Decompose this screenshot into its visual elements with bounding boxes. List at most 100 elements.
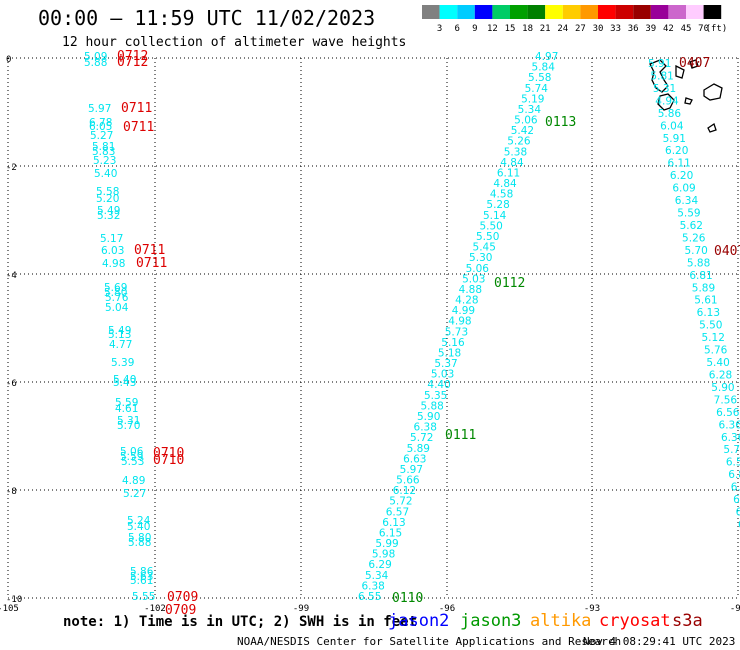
- swh-value: 5.88: [128, 537, 151, 549]
- legend-altika: altika: [530, 611, 591, 631]
- map-gridlines: [7, 57, 739, 599]
- swh-value: 4.89: [122, 475, 145, 487]
- swh-value: 5.83: [92, 146, 115, 158]
- swh-value: 5.31: [117, 415, 140, 427]
- pass-time-label: 0111: [445, 428, 476, 443]
- scale-label: 15: [505, 24, 516, 34]
- swh-value: 5.49: [108, 325, 131, 337]
- swh-value: 5.91: [663, 133, 686, 145]
- pass-time-label: 0110: [392, 591, 423, 606]
- scale-swatch: [510, 5, 528, 19]
- swh-value: 5.45: [473, 242, 496, 254]
- pass-time-label: 0709: [165, 603, 196, 618]
- scale-swatch: [422, 5, 440, 19]
- lat-tick-label: -2: [6, 163, 17, 173]
- scale-swatch: [474, 5, 493, 19]
- swh-value: 6.53: [726, 457, 740, 469]
- swh-value: 6.28: [709, 369, 732, 381]
- scale-label: 24: [557, 24, 568, 34]
- scale-swatch: [650, 5, 669, 19]
- lon-tick-label: -102: [144, 604, 166, 614]
- scale-swatch: [615, 5, 634, 19]
- swh-value: 6.20: [670, 170, 693, 182]
- swh-value: 5.59: [115, 397, 138, 409]
- swh-value: 5.16: [441, 337, 465, 349]
- page-title: 00:00 – 11:59 UTC 11/02/2023: [38, 6, 375, 30]
- footer-timestamp: Nov 4 08:29:41 UTC 2023: [583, 635, 735, 648]
- swh-value: 4.58: [490, 189, 513, 201]
- lon-tick-label: -105: [0, 604, 19, 614]
- swh-value: 5.49: [97, 205, 120, 217]
- swh-value: 4.99: [452, 305, 475, 317]
- legend-cryosat: cryosat: [599, 611, 671, 631]
- pass-time-label: 0711: [123, 120, 154, 135]
- swh-value: 5.88: [84, 57, 107, 69]
- swh-value: 5.76: [105, 292, 129, 304]
- swh-value: 5.32: [97, 210, 120, 222]
- swh-value: 6.15: [379, 527, 402, 539]
- swh-value: 5.50: [476, 231, 499, 243]
- swh-value: 6.55: [358, 591, 381, 603]
- altimeter-track-2: 5.976.786.055.275.815.835.235.405.585.20…: [88, 101, 198, 618]
- scale-label: 39: [645, 24, 656, 34]
- swh-value: 5.42: [511, 125, 534, 137]
- legend-s3a: s3a: [672, 611, 703, 631]
- swh-value: 6.29: [368, 559, 391, 571]
- swh-value: 5.91: [648, 58, 671, 70]
- swh-value: 5.37: [434, 358, 457, 370]
- scale-unit: (ft): [706, 24, 728, 34]
- pass-time-label: 0407: [714, 244, 740, 259]
- axis-labels: -105 -102 -99 -96 -93 -90 0 -2 -4 -6 -8 -10: [0, 55, 740, 614]
- swh-value: 6.13: [382, 517, 405, 529]
- swh-value: 6.78: [89, 117, 112, 129]
- swh-value: 6.36: [721, 432, 740, 444]
- swh-value: 5.63: [130, 571, 153, 583]
- pass-time-label: 0711: [136, 256, 167, 271]
- scale-swatch: [633, 5, 651, 19]
- swh-value: 5.09: [84, 51, 107, 63]
- swh-value: 5.59: [677, 208, 700, 220]
- swh-value: 6.56: [716, 407, 740, 419]
- lat-tick-label: -4: [6, 271, 17, 281]
- swh-value: 6.36: [719, 419, 740, 431]
- swh-value: 5.86: [130, 566, 154, 578]
- swh-value: 5.30: [469, 252, 492, 264]
- scale-label: 45: [681, 24, 692, 34]
- swh-value: 5.40: [113, 374, 136, 386]
- swh-value: 5.88: [420, 400, 443, 412]
- swh-value: 6.81: [689, 270, 712, 282]
- swh-value: 5.89: [407, 443, 430, 455]
- pass-time-label: 0710: [153, 453, 184, 468]
- pass-time-label: 0709: [167, 590, 198, 605]
- swh-value: 5.14: [483, 210, 507, 222]
- swh-value: 5.80: [128, 532, 151, 544]
- swh-value: 5.90: [417, 411, 440, 423]
- swh-value: 5.72: [410, 432, 433, 444]
- swh-value: 6.09: [672, 183, 695, 195]
- pass-time-label: 0711: [134, 243, 165, 258]
- scale-swatch: [686, 5, 704, 19]
- swh-value: 6.34: [675, 195, 699, 207]
- swh-value: 5.53: [121, 456, 144, 468]
- scale-label: 33: [610, 24, 621, 34]
- lon-tick-label: -96: [439, 604, 455, 614]
- swh-value: 5.27: [123, 488, 146, 500]
- swh-value: 6.11: [497, 167, 520, 179]
- scale-label: 70: [698, 24, 709, 34]
- scale-label: 12: [487, 24, 498, 34]
- swh-value: 5.03: [431, 369, 454, 381]
- lat-tick-label: -8: [6, 487, 17, 497]
- swh-value: 4.40: [427, 379, 450, 391]
- swh-value: 5.39: [111, 357, 134, 369]
- scale-swatch: [580, 5, 598, 19]
- swh-value: 6.48: [736, 507, 740, 519]
- swh-value: 5.97: [400, 464, 423, 476]
- swh-value: 6.05: [89, 121, 112, 133]
- swh-value: 4.28: [455, 295, 478, 307]
- swh-value: 5.58: [528, 72, 551, 84]
- swh-value: 5.59: [120, 451, 143, 463]
- footer-credit: NOAA/NESDIS Center for Satellite Applica…: [237, 635, 621, 648]
- swh-value: 5.28: [486, 199, 509, 211]
